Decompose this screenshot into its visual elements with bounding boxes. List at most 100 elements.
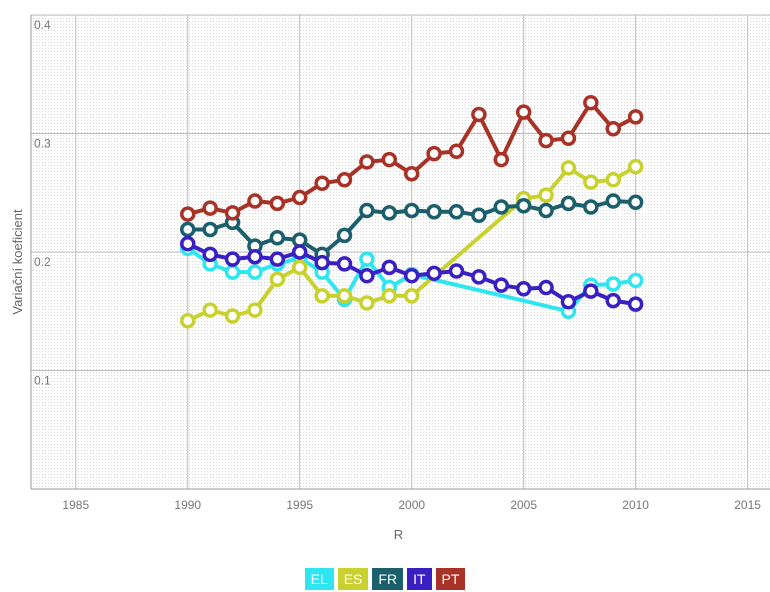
data-point-es[interactable] [314, 288, 330, 304]
x-tick-label: 2000 [398, 498, 425, 512]
data-point-pt[interactable] [291, 189, 308, 206]
data-point-el[interactable] [627, 272, 644, 289]
data-point-it[interactable] [381, 259, 398, 276]
data-point-pt[interactable] [403, 166, 420, 182]
x-axis-label: R [394, 527, 403, 542]
data-point-it[interactable] [180, 235, 196, 252]
series-it [180, 235, 644, 312]
data-point-pt[interactable] [515, 104, 532, 120]
data-point-it[interactable] [269, 251, 286, 267]
data-point-fr[interactable] [359, 202, 375, 219]
series-es [180, 158, 644, 329]
data-point-es[interactable] [247, 302, 263, 318]
data-point-it[interactable] [202, 246, 218, 263]
data-point-pt[interactable] [627, 109, 644, 125]
data-point-es[interactable] [605, 171, 621, 188]
data-point-fr[interactable] [269, 230, 286, 246]
data-point-it[interactable] [583, 283, 599, 299]
legend-item-el[interactable]: EL [304, 568, 334, 590]
data-point-pt[interactable] [247, 193, 263, 209]
data-point-pt[interactable] [269, 195, 286, 212]
data-point-pt[interactable] [448, 143, 465, 160]
data-point-pt[interactable] [202, 200, 218, 216]
legend: EL ES FR IT PT [0, 568, 770, 590]
data-point-it[interactable] [224, 251, 241, 267]
data-point-es[interactable] [291, 259, 308, 276]
series-pt [180, 94, 644, 222]
data-point-es[interactable] [359, 295, 375, 311]
data-point-fr[interactable] [627, 194, 644, 210]
data-point-fr[interactable] [515, 198, 532, 214]
data-point-fr[interactable] [381, 205, 398, 221]
data-point-fr[interactable] [403, 202, 420, 219]
data-point-es[interactable] [202, 302, 218, 318]
data-point-it[interactable] [403, 267, 420, 284]
data-point-pt[interactable] [224, 205, 241, 221]
legend-item-es[interactable]: ES [337, 568, 369, 590]
data-point-it[interactable] [448, 263, 465, 279]
data-point-fr[interactable] [538, 202, 554, 219]
data-point-it[interactable] [247, 248, 263, 265]
data-point-es[interactable] [381, 288, 398, 304]
data-point-fr[interactable] [560, 195, 577, 212]
x-tick-label: 1995 [286, 498, 313, 512]
data-point-it[interactable] [359, 267, 375, 284]
data-point-it[interactable] [336, 256, 353, 272]
data-point-fr[interactable] [471, 207, 487, 224]
x-tick-label: 2005 [510, 498, 537, 512]
data-point-es[interactable] [269, 271, 286, 288]
data-point-it[interactable] [515, 280, 532, 297]
data-point-pt[interactable] [336, 171, 353, 188]
data-point-pt[interactable] [538, 132, 554, 149]
data-point-es[interactable] [560, 160, 577, 176]
y-tick-label: 0.1 [34, 374, 51, 388]
line-chart: 1985 1990 1995 2000 2005 2010 2015 0.1 0.2 0.3 0.4… [10, 14, 770, 542]
data-point-pt[interactable] [426, 145, 442, 162]
y-tick-label: 0.2 [34, 255, 51, 269]
y-axis-label: Variační koeficient [10, 209, 25, 315]
axes: 1985 1990 1995 2000 2005 2010 2015 0.1 0.2 0.3 0.4 [30, 15, 770, 512]
data-point-pt[interactable] [314, 175, 330, 192]
data-point-it[interactable] [493, 277, 510, 293]
legend-item-pt[interactable]: PT [435, 568, 466, 590]
data-point-it[interactable] [314, 254, 330, 271]
data-point-it[interactable] [471, 269, 487, 285]
data-point-pt[interactable] [381, 151, 398, 168]
data-point-fr[interactable] [448, 203, 465, 220]
data-point-fr[interactable] [336, 227, 353, 244]
data-point-pt[interactable] [605, 121, 621, 137]
data-point-pt[interactable] [359, 154, 375, 170]
data-point-fr[interactable] [180, 221, 196, 238]
data-point-fr[interactable] [493, 199, 510, 215]
x-tick-label: 1985 [62, 498, 89, 512]
data-point-el[interactable] [605, 276, 621, 292]
data-point-el[interactable] [247, 264, 263, 280]
data-point-es[interactable] [336, 288, 353, 304]
data-point-es[interactable] [627, 158, 644, 175]
data-point-pt[interactable] [560, 130, 577, 146]
data-point-el[interactable] [359, 251, 375, 267]
data-point-it[interactable] [426, 265, 442, 282]
data-point-es[interactable] [583, 174, 599, 190]
data-point-pt[interactable] [471, 106, 487, 123]
data-point-pt[interactable] [180, 206, 196, 222]
data-point-fr[interactable] [202, 221, 218, 238]
data-point-fr[interactable] [583, 199, 599, 215]
legend-item-it[interactable]: IT [407, 568, 432, 590]
legend-item-fr[interactable]: FR [372, 568, 404, 590]
data-point-el[interactable] [224, 264, 241, 280]
data-point-pt[interactable] [493, 151, 510, 168]
data-point-pt[interactable] [583, 94, 599, 111]
data-point-es[interactable] [180, 312, 196, 329]
data-point-it[interactable] [560, 294, 577, 310]
data-point-es[interactable] [403, 288, 420, 304]
data-point-es[interactable] [538, 187, 554, 203]
data-point-it[interactable] [627, 296, 644, 312]
data-point-fr[interactable] [605, 193, 621, 209]
y-tick-label: 0.4 [34, 18, 51, 32]
data-point-fr[interactable] [426, 203, 442, 220]
data-point-es[interactable] [224, 308, 241, 324]
data-point-it[interactable] [605, 292, 621, 309]
data-point-it[interactable] [291, 244, 308, 260]
data-point-it[interactable] [538, 279, 554, 296]
